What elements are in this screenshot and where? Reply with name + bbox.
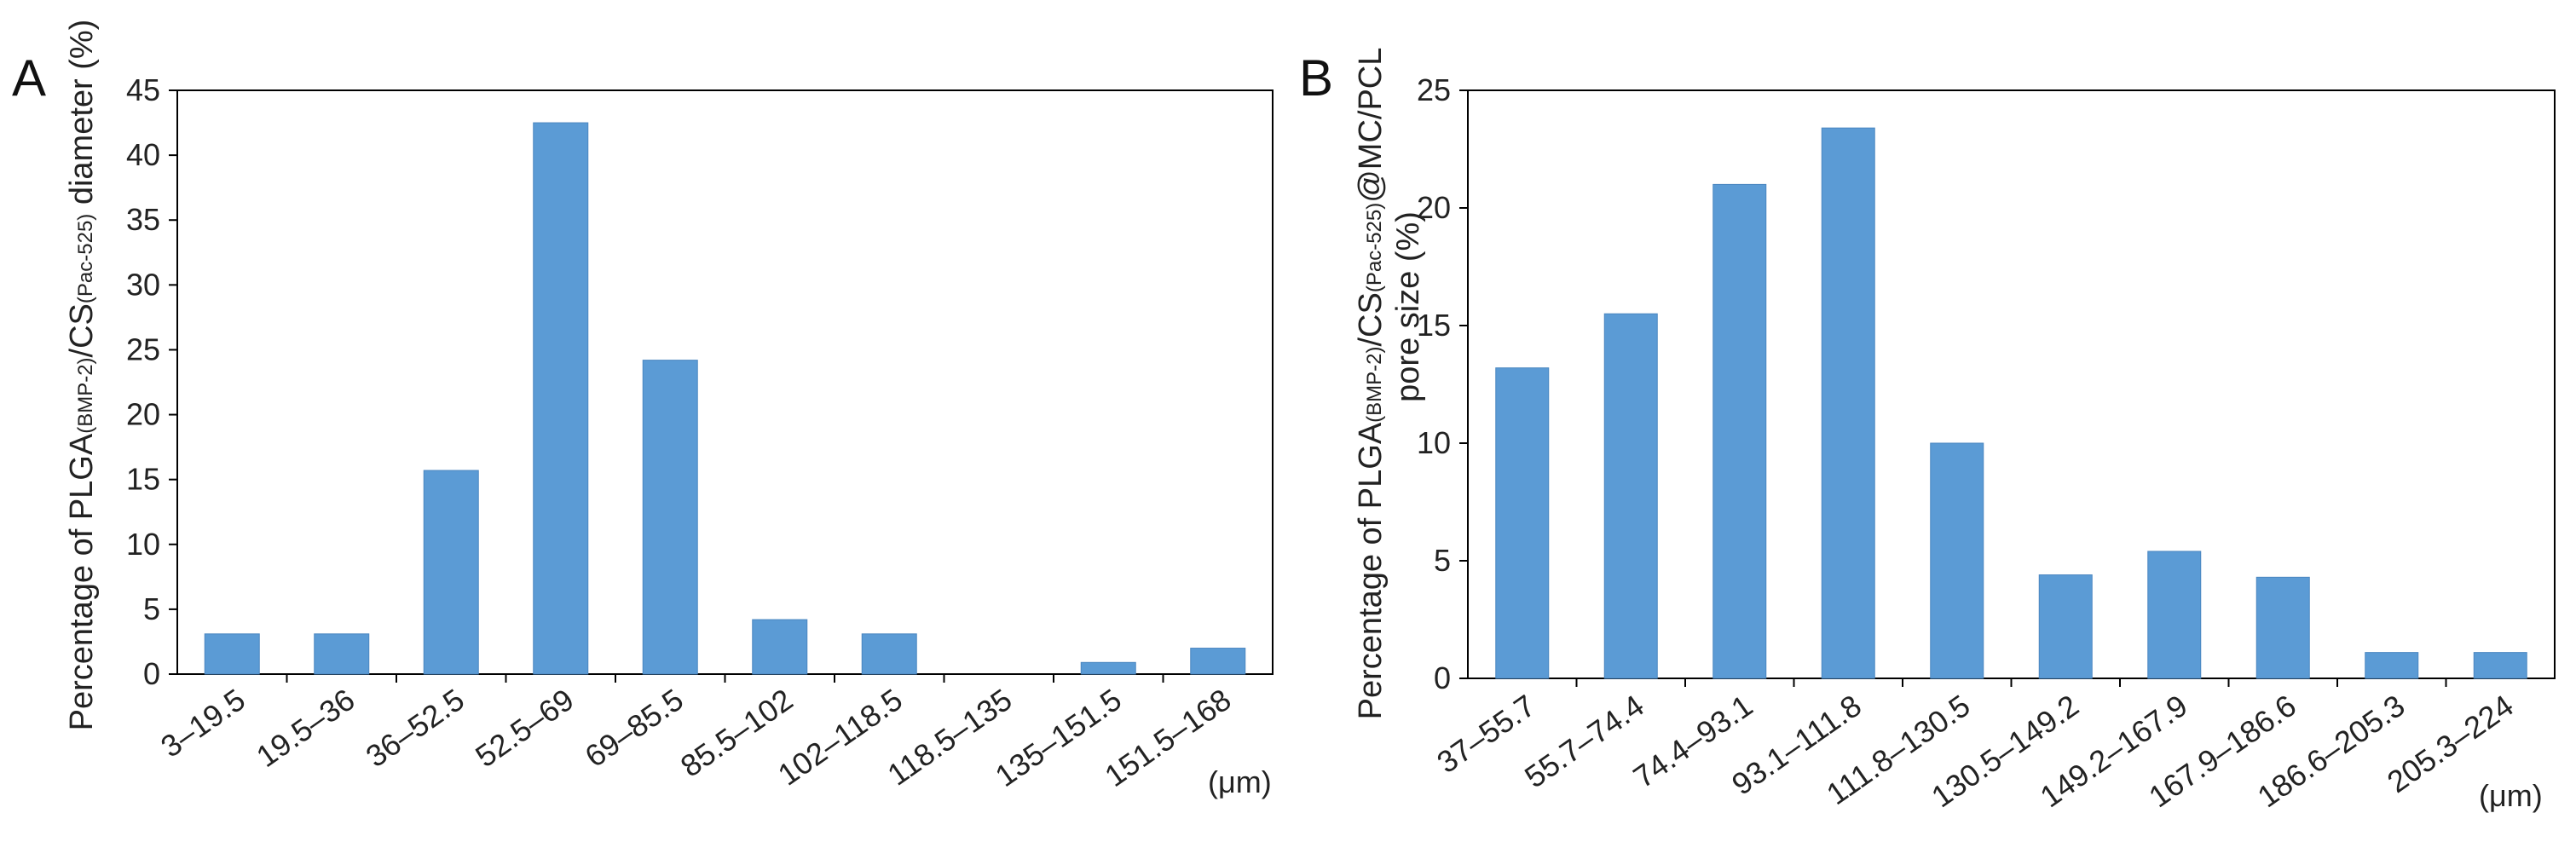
panel-a: A Percentage of PLGA(BMP-2)/CS(Pac-525) … — [12, 20, 1274, 799]
panel-b-y-tick-label: 15 — [1417, 308, 1451, 343]
panel-a-x-tick-label: 36–52.5 — [360, 682, 471, 774]
panel-a-unit-label: (μm) — [1208, 764, 1272, 799]
panel-a-label: A — [12, 49, 46, 107]
panel-a-x-tick-label: 3–19.5 — [154, 682, 251, 764]
panel-a-x-tick-label: 69–85.5 — [579, 682, 690, 774]
panel-a-y-tick-label: 40 — [126, 137, 160, 172]
panel-b-y-axis-label-line1: Percentage of PLGA(BMP-2)/CS(Pac-525)@MC… — [1353, 48, 1389, 720]
panel-b-bar-4 — [1821, 127, 1875, 679]
panel-a-y-tick-label: 45 — [126, 72, 160, 107]
panel-b-bar-2 — [1603, 313, 1658, 679]
panel-a-bar-1 — [204, 633, 260, 675]
panel-b-bar-1 — [1495, 367, 1550, 679]
panel-a-bars — [204, 122, 1246, 675]
panel-a-x-tick-label: 19.5–36 — [250, 682, 361, 774]
panel-b-x-tick-label: 55.7–74.4 — [1518, 688, 1650, 794]
panel-a-bar-3 — [423, 470, 479, 675]
panel-b-y-ticks: 0 5 10 15 20 25 — [1417, 72, 1468, 695]
panel-a-y-tick-label: 0 — [143, 656, 160, 691]
panel-a-bar-10 — [1190, 648, 1246, 675]
panel-a-ylabel-part-3: diameter (%) — [64, 20, 100, 214]
panel-b-ylabel-sub-2: (Pac-525) — [1363, 203, 1386, 292]
panel-a-ylabel-sub-2: (Pac-525) — [74, 214, 97, 303]
panel-b-bar-10 — [2473, 652, 2527, 679]
panel-b-y-tick-label: 5 — [1434, 543, 1451, 578]
panel-a-y-tick-label: 35 — [126, 202, 160, 237]
panel-b-ylabel-part-2: /CS — [1353, 292, 1389, 346]
panel-b-bar-3 — [1713, 183, 1767, 679]
panel-b-y-tick-label: 25 — [1417, 72, 1451, 107]
panel-a-y-tick-label: 30 — [126, 267, 160, 302]
panel-b-bars — [1495, 127, 2527, 679]
panel-b-x-ticks: 37–55.755.7–74.474.4–93.193.1–111.8111.8… — [1430, 678, 2520, 814]
panel-a-y-axis-label: Percentage of PLGA(BMP-2)/CS(Pac-525) di… — [64, 20, 100, 731]
panel-b-bar-5 — [1930, 442, 1984, 679]
panel-a-bar-7 — [861, 633, 917, 675]
panel-b-bar-6 — [2038, 574, 2093, 679]
panel-a-plot-frame — [176, 89, 1274, 675]
panel-a-x-tick-label: 52.5–69 — [469, 682, 580, 774]
panel-b-unit-label: (μm) — [2479, 778, 2543, 813]
panel-b-y-tick-label: 0 — [1434, 660, 1451, 695]
panel-b-y-axis-label-line2: pore size (%) — [1390, 211, 1426, 402]
panel-a-y-tick-label: 25 — [126, 332, 160, 366]
panel-a-y-ticks: 0 5 10 15 20 25 30 35 40 45 — [126, 72, 177, 691]
panel-a-bar-4 — [533, 122, 589, 675]
panel-b-ylabel-sub-1: (BMP-2) — [1363, 346, 1386, 422]
panel-a-ylabel-sub-1: (BMP-2) — [74, 357, 97, 433]
panel-a-y-tick-label: 10 — [126, 527, 160, 562]
panel-a-y-tick-label: 5 — [143, 591, 160, 626]
panel-a-y-tick-label: 15 — [126, 462, 160, 497]
panel-b-ylabel-part-3: @MC/PCL — [1353, 48, 1389, 203]
panel-a-y-tick-label: 20 — [126, 397, 160, 432]
panel-b-bar-9 — [2365, 652, 2419, 679]
panel-b-label: B — [1299, 49, 1333, 107]
panel-a-bar-9 — [1080, 661, 1136, 675]
panel-b: B Percentage of PLGA(BMP-2)/CS(Pac-525)@… — [1299, 48, 2556, 814]
panel-b-bar-7 — [2147, 551, 2202, 679]
panel-a-x-ticks: 3–19.519.5–3636–52.552.5–6969–85.585.5–1… — [154, 674, 1237, 793]
panel-b-y-tick-label: 10 — [1417, 425, 1451, 460]
panel-a-bar-6 — [752, 619, 808, 675]
panel-a-ylabel-part-2: /CS — [64, 303, 100, 357]
panel-b-ylabel-part-1: Percentage of PLGA — [1353, 422, 1389, 719]
panel-a-ylabel-part-1: Percentage of PLGA — [64, 433, 100, 730]
panel-a-bar-5 — [642, 360, 698, 675]
panel-a-x-tick-label: 102–118.5 — [771, 682, 909, 793]
panel-b-bar-8 — [2255, 576, 2310, 679]
panel-b-y-tick-label: 20 — [1417, 190, 1451, 225]
panel-a-bar-2 — [314, 633, 370, 675]
